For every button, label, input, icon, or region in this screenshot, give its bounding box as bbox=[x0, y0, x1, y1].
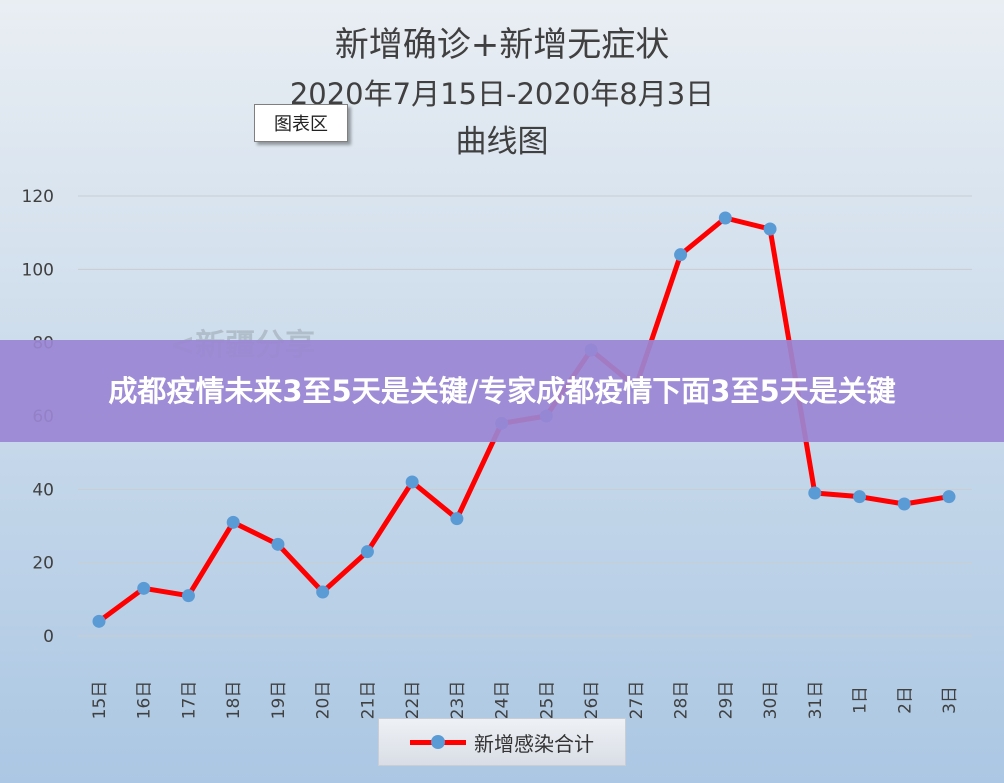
x-tick-label: 31日 bbox=[806, 681, 826, 720]
data-point bbox=[808, 486, 822, 500]
legend-label: 新增感染合计 bbox=[474, 731, 594, 756]
x-tick-label: 1日 bbox=[851, 686, 871, 714]
data-point bbox=[181, 589, 195, 603]
x-tick-label: 29日 bbox=[716, 681, 736, 720]
chart-subtitle: 2020年7月15日-2020年8月3日 bbox=[290, 77, 714, 111]
x-tick-label: 21日 bbox=[358, 681, 378, 720]
y-tick-label: 0 bbox=[43, 627, 54, 647]
headline-text: 成都疫情未来3至5天是关键/专家成都疫情下面3至5天是关键 bbox=[108, 374, 896, 408]
x-tick-label: 17日 bbox=[179, 681, 199, 720]
legend: 新增感染合计 bbox=[378, 718, 626, 766]
data-point bbox=[271, 537, 285, 551]
y-tick-label: 20 bbox=[32, 554, 54, 574]
data-point bbox=[137, 581, 151, 595]
y-tick-label: 120 bbox=[22, 187, 54, 207]
x-axis-ticks: 15日 16日 17日 18日 19日 20日 21日 22日 23日 24日 25日 26日 27日 2… bbox=[90, 681, 960, 720]
data-point bbox=[316, 585, 330, 599]
legend-marker-icon bbox=[431, 735, 445, 749]
data-point bbox=[450, 512, 464, 526]
x-tick-label: 3日 bbox=[940, 686, 960, 714]
data-point bbox=[853, 490, 867, 504]
x-tick-label: 22日 bbox=[403, 681, 423, 720]
x-tick-label: 27日 bbox=[627, 681, 647, 720]
y-tick-label: 100 bbox=[22, 260, 54, 280]
x-tick-label: 25日 bbox=[537, 681, 557, 720]
data-point bbox=[763, 222, 777, 236]
data-point bbox=[92, 614, 106, 628]
x-tick-label: 24日 bbox=[493, 681, 513, 720]
legend-swatch bbox=[410, 732, 466, 752]
chart-title: 新增确诊+新增无症状 bbox=[335, 25, 670, 65]
x-tick-label: 15日 bbox=[90, 681, 110, 720]
chart-area-tooltip: 图表区 bbox=[254, 104, 348, 142]
data-point bbox=[360, 545, 374, 559]
x-tick-label: 23日 bbox=[448, 681, 468, 720]
data-point bbox=[942, 490, 956, 504]
x-tick-label: 2日 bbox=[895, 686, 915, 714]
x-tick-label: 20日 bbox=[314, 681, 334, 720]
data-point bbox=[718, 211, 732, 225]
data-point bbox=[226, 515, 240, 529]
data-point bbox=[897, 497, 911, 511]
chart-subtitle-2: 曲线图 bbox=[456, 124, 549, 160]
x-tick-label: 18日 bbox=[224, 681, 244, 720]
headline-banner: 成都疫情未来3至5天是关键/专家成都疫情下面3至5天是关键 bbox=[0, 340, 1004, 442]
x-tick-label: 26日 bbox=[582, 681, 602, 720]
x-tick-label: 16日 bbox=[135, 681, 155, 720]
y-tick-label: 40 bbox=[32, 480, 54, 500]
data-point bbox=[674, 248, 688, 262]
x-tick-label: 19日 bbox=[269, 681, 289, 720]
x-tick-label: 30日 bbox=[761, 681, 781, 720]
x-tick-label: 28日 bbox=[672, 681, 692, 720]
data-point bbox=[405, 475, 419, 489]
